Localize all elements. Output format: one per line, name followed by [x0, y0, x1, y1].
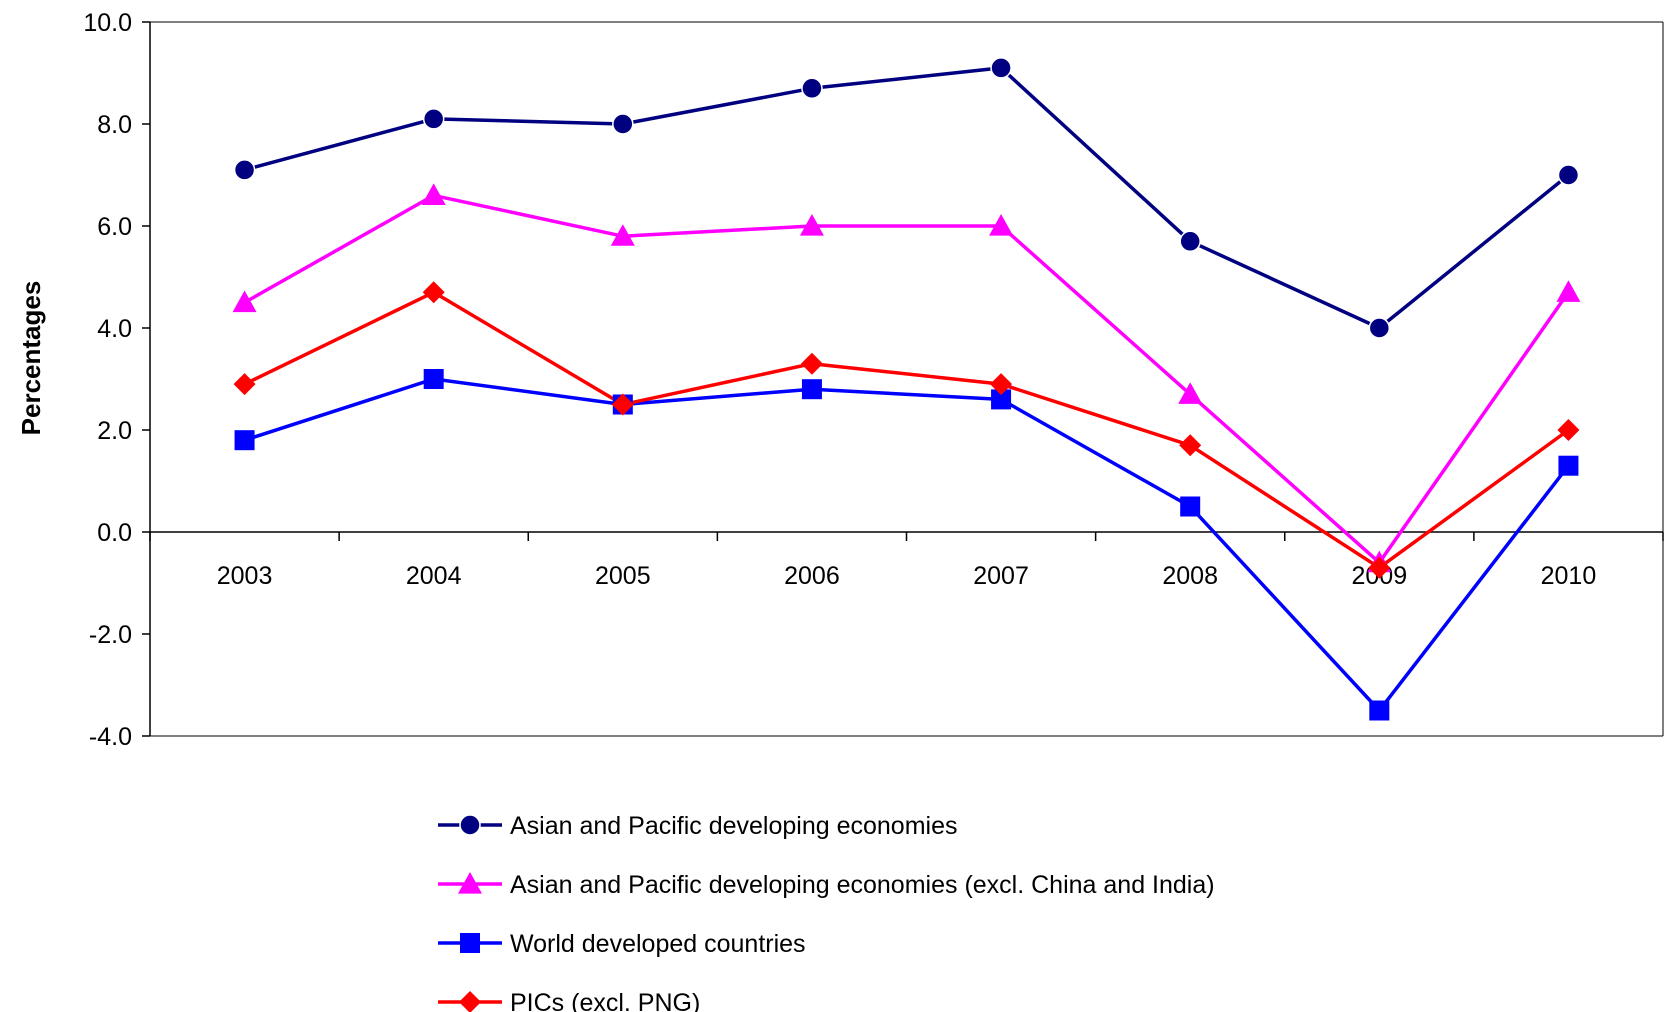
data-point-4 — [422, 281, 445, 304]
x-tick-label: 2008 — [1162, 562, 1218, 590]
y-tick-label: -4.0 — [89, 723, 132, 751]
legend-label: PICs (excl. PNG) — [510, 989, 700, 1012]
data-point-4 — [1368, 556, 1391, 579]
legend-marker — [459, 991, 481, 1012]
series-markers — [232, 57, 1581, 721]
data-point-4 — [233, 373, 256, 396]
y-tick-label: 2.0 — [97, 417, 132, 445]
data-point-3 — [801, 379, 822, 400]
x-tick-label: 2004 — [406, 562, 462, 590]
data-point-1 — [422, 108, 445, 130]
legend-marker — [458, 872, 482, 894]
data-point-4 — [1557, 419, 1580, 441]
data-point-3 — [234, 430, 255, 451]
data-point-4 — [800, 352, 823, 375]
data-point-4 — [990, 373, 1013, 396]
data-point-4 — [611, 393, 634, 416]
legend: Asian and Pacific developing economies As… — [438, 812, 1215, 1012]
data-point-3 — [1180, 496, 1201, 517]
data-point-2 — [610, 224, 635, 246]
series-line-3 — [244, 377, 1570, 713]
data-point-2 — [1178, 382, 1203, 404]
data-point-1 — [1179, 230, 1201, 253]
data-point-1 — [990, 57, 1012, 79]
data-point-1 — [1368, 317, 1391, 339]
y-tick-label: 10.0 — [83, 9, 132, 37]
data-point-2 — [799, 214, 824, 236]
legend-marker — [459, 814, 481, 836]
y-tick-label: 6.0 — [97, 213, 132, 241]
y-tick-label: 8.0 — [97, 111, 132, 139]
data-point-3 — [423, 369, 444, 389]
data-point-1 — [612, 113, 634, 135]
data-point-2 — [1556, 280, 1581, 302]
series-line-4 — [243, 290, 1570, 570]
x-tick-label: 2005 — [595, 562, 651, 590]
y-axis-title: Percentages — [16, 281, 46, 436]
series-line-2 — [243, 193, 1570, 565]
y-tick-label: 0.0 — [97, 519, 132, 547]
data-point-2 — [421, 183, 446, 205]
x-tick-label: 2006 — [784, 562, 840, 590]
data-point-3 — [991, 389, 1012, 410]
data-point-3 — [1369, 700, 1390, 721]
data-point-3 — [1558, 455, 1579, 476]
x-tick-label: 2010 — [1541, 562, 1597, 590]
legend-label: Asian and Pacific developing economies — [510, 812, 958, 840]
data-point-2 — [232, 290, 257, 313]
data-point-1 — [233, 159, 256, 181]
y-tick-label: 4.0 — [97, 315, 132, 343]
data-point-2 — [989, 214, 1014, 236]
x-tick-label: 2007 — [973, 562, 1029, 590]
data-point-1 — [801, 77, 823, 100]
series-line-1 — [244, 66, 1570, 330]
data-point-1 — [1557, 164, 1580, 186]
series-lines — [243, 66, 1570, 713]
legend-marker — [460, 933, 480, 953]
x-tick-label: 2003 — [217, 562, 273, 590]
legend-label: Asian and Pacific developing economies (… — [510, 871, 1215, 899]
axes: 10.0 8.0 6.0 4.0 2.0 0.0 -2.0 -4.0 2003 2004 2005 2… — [83, 9, 1664, 751]
data-point-4 — [1179, 434, 1202, 457]
y-tick-label: -2.0 — [89, 621, 132, 649]
legend-label: World developed countries — [510, 930, 806, 958]
